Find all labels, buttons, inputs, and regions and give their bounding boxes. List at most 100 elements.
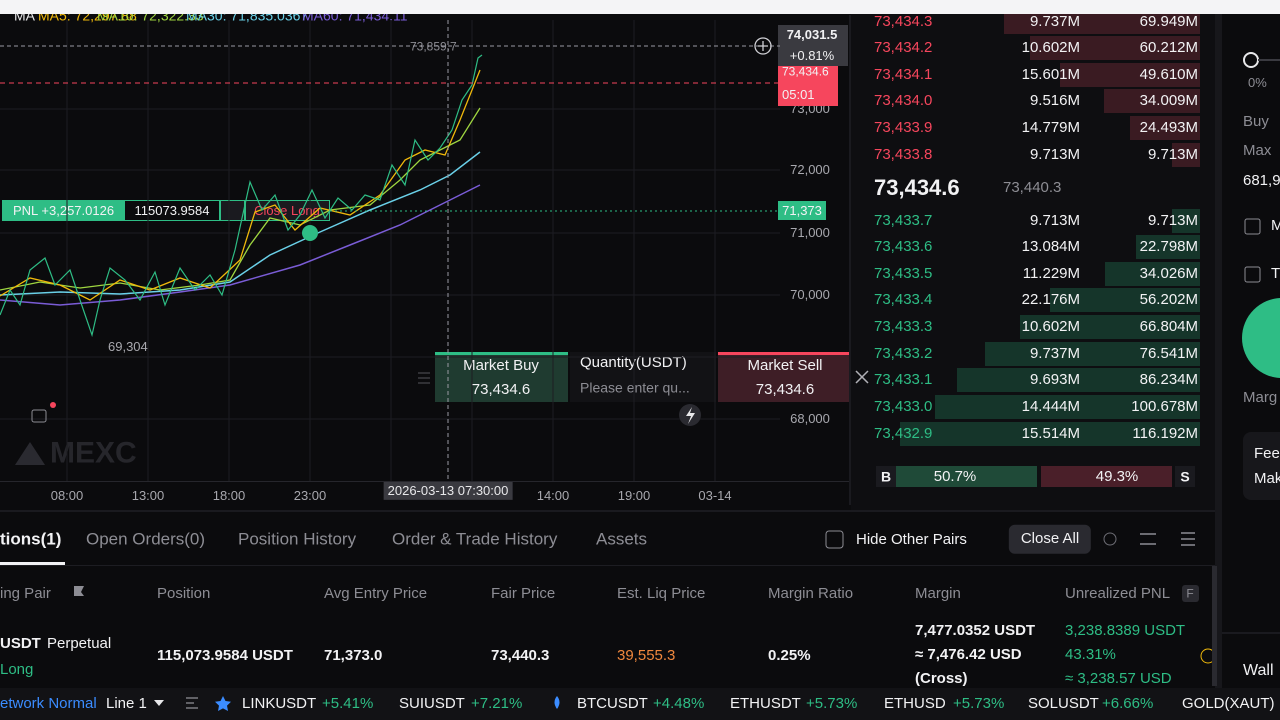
bid-total: 34.026M bbox=[1139, 264, 1198, 282]
line-selector[interactable]: Line 1 bbox=[106, 694, 147, 712]
buy-button[interactable] bbox=[1242, 298, 1280, 378]
active-tab-underline bbox=[0, 562, 65, 565]
calendar-icon[interactable] bbox=[31, 409, 47, 423]
ticker-bar-bg bbox=[0, 688, 1280, 720]
liquidation-price: 39,555.3 bbox=[617, 646, 676, 664]
list-icon[interactable] bbox=[186, 697, 198, 709]
checkbox[interactable] bbox=[1244, 218, 1261, 235]
column-header: Position bbox=[157, 584, 211, 602]
bid-total: 22.798M bbox=[1139, 237, 1198, 255]
ticker-change: +6.66% bbox=[1102, 694, 1154, 712]
close-all-button[interactable]: Close All bbox=[1008, 524, 1092, 554]
bid-price: 73,433.3 bbox=[874, 317, 933, 335]
market-buy-label[interactable]: Market Buy bbox=[463, 356, 539, 374]
ticker-symbol[interactable]: GOLD(XAUT) bbox=[1182, 694, 1275, 712]
ask-total: 34.009M bbox=[1139, 91, 1198, 109]
pin-icon[interactable] bbox=[74, 586, 84, 596]
low-price-label: 69,304 bbox=[108, 338, 148, 354]
price-axis-label: 68,000 bbox=[790, 410, 830, 426]
contract-type: Perpetual bbox=[47, 634, 112, 652]
column-header: Est. Liq Price bbox=[617, 584, 706, 602]
mid-price: 73,434.6 bbox=[874, 174, 960, 200]
bid-amount: 11.229M bbox=[1022, 264, 1080, 282]
column-header: ing Pair bbox=[0, 584, 51, 602]
bid-total: 56.202M bbox=[1139, 290, 1198, 308]
drag-handle[interactable] bbox=[418, 372, 430, 384]
market-sell-price[interactable]: 73,434.6 bbox=[755, 380, 815, 398]
ask-depth-bar bbox=[1060, 63, 1200, 87]
crosshair-time-label: 2026-03-13 07:30:00 bbox=[383, 481, 513, 501]
checkbox[interactable] bbox=[1244, 266, 1261, 283]
ask-price: 73,434.3 bbox=[874, 12, 933, 30]
add-alert-icon[interactable] bbox=[754, 37, 772, 55]
column-header: Avg Entry Price bbox=[324, 584, 428, 602]
bid-price: 73,433.4 bbox=[874, 290, 933, 308]
market-sell-label[interactable]: Market Sell bbox=[747, 356, 823, 374]
bid-depth-bar bbox=[1172, 209, 1200, 233]
price-line bbox=[0, 54, 483, 338]
bid-amount: 9.713M bbox=[1029, 211, 1080, 229]
bid-price: 73,433.2 bbox=[874, 344, 933, 362]
price-axis-label: 70,000 bbox=[790, 286, 830, 302]
bid-depth-bar bbox=[1136, 235, 1200, 259]
ask-price: 73,433.8 bbox=[874, 145, 933, 163]
ticker-symbol[interactable]: ETHUSD bbox=[884, 694, 946, 712]
filter-icon[interactable] bbox=[1140, 533, 1156, 545]
position-tab[interactable]: Position History bbox=[238, 529, 357, 549]
ma5-line bbox=[0, 69, 481, 301]
hide-pairs-checkbox[interactable] bbox=[825, 530, 844, 549]
maker-label: Mak bbox=[1254, 469, 1280, 487]
info-icon[interactable] bbox=[1103, 532, 1117, 546]
quantity-input[interactable] bbox=[570, 352, 716, 402]
ticker-symbol[interactable]: ETHUSDT bbox=[730, 694, 801, 712]
bid-price: 73,433.6 bbox=[874, 237, 933, 255]
position-tab[interactable]: Open Orders(0) bbox=[86, 529, 206, 549]
wallet-label: Wall bbox=[1243, 662, 1274, 680]
market-sell-button[interactable] bbox=[718, 352, 852, 402]
unrealized-pnl-usd: ≈ 3,238.57 USD bbox=[1065, 669, 1172, 687]
ticker-change: +7.21% bbox=[471, 694, 523, 712]
position-tab[interactable]: tions(1) bbox=[0, 529, 62, 549]
ticker-symbol[interactable]: SOLUSDT bbox=[1028, 694, 1099, 712]
margin-mode: (Cross) bbox=[915, 669, 968, 687]
ticker-symbol[interactable]: SUIUSDT bbox=[399, 694, 465, 712]
position-tab[interactable]: Order & Trade History bbox=[392, 529, 558, 549]
time-axis-label: 03-14 bbox=[698, 487, 732, 503]
buy-ratio-bar bbox=[896, 466, 1037, 487]
market-buy-button[interactable] bbox=[435, 352, 568, 402]
buy-marker bbox=[302, 225, 318, 241]
column-header: Margin bbox=[915, 584, 961, 602]
close-quick-trade[interactable] bbox=[855, 370, 869, 384]
favorites-star[interactable] bbox=[215, 696, 231, 711]
ask-amount: 14.779M bbox=[1021, 118, 1080, 136]
ask-depth-bar bbox=[1104, 89, 1200, 113]
max-value: 681,9 bbox=[1243, 171, 1280, 189]
time-axis-label: 19:00 bbox=[617, 487, 651, 503]
slider-knob[interactable] bbox=[1243, 52, 1259, 68]
quantity-label[interactable]: Quantity(USDT) bbox=[580, 353, 687, 371]
bid-depth-bar bbox=[1020, 315, 1200, 339]
ticker-symbol[interactable]: BTCUSDT bbox=[577, 694, 648, 712]
fair-price: 73,440.3 bbox=[491, 646, 550, 664]
high-price-label: 73,859.7 bbox=[410, 39, 457, 54]
hide-other-pairs[interactable]: Hide Other Pairs bbox=[856, 530, 967, 548]
column-header: Fair Price bbox=[491, 584, 556, 602]
bid-depth-bar bbox=[900, 422, 1200, 446]
ask-total: 24.493M bbox=[1139, 118, 1198, 136]
market-buy-price[interactable]: 73,434.6 bbox=[471, 380, 531, 398]
bid-total: 86.234M bbox=[1139, 370, 1198, 388]
time-axis-label: 08:00 bbox=[50, 487, 84, 503]
reverse-button[interactable] bbox=[220, 200, 245, 221]
bid-amount: 9.693M bbox=[1029, 370, 1080, 388]
ticker-symbol[interactable]: LINKUSDT bbox=[242, 694, 317, 712]
line-dropdown[interactable] bbox=[154, 700, 164, 706]
position-tab[interactable]: Assets bbox=[596, 529, 648, 549]
ask-amount: 9.713M bbox=[1029, 145, 1080, 163]
margin-ratio: 0.25% bbox=[768, 646, 811, 664]
avg-entry-price: 71,373.0 bbox=[324, 646, 383, 664]
quantity-placeholder[interactable]: Please enter qu... bbox=[580, 379, 690, 396]
countdown: 05:01 bbox=[782, 86, 815, 102]
menu-icon[interactable] bbox=[1181, 532, 1195, 546]
entry-price-tag: 71,373 bbox=[782, 202, 822, 218]
